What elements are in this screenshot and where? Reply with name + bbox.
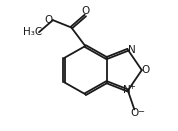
Text: O: O (141, 65, 150, 75)
Text: H₃C: H₃C (23, 27, 43, 37)
Text: O: O (130, 108, 138, 118)
Text: N: N (123, 86, 131, 95)
Text: O: O (44, 15, 52, 25)
Text: O: O (81, 6, 89, 16)
Text: +: + (129, 82, 135, 91)
Text: −: − (137, 107, 144, 116)
Text: N: N (128, 45, 135, 55)
